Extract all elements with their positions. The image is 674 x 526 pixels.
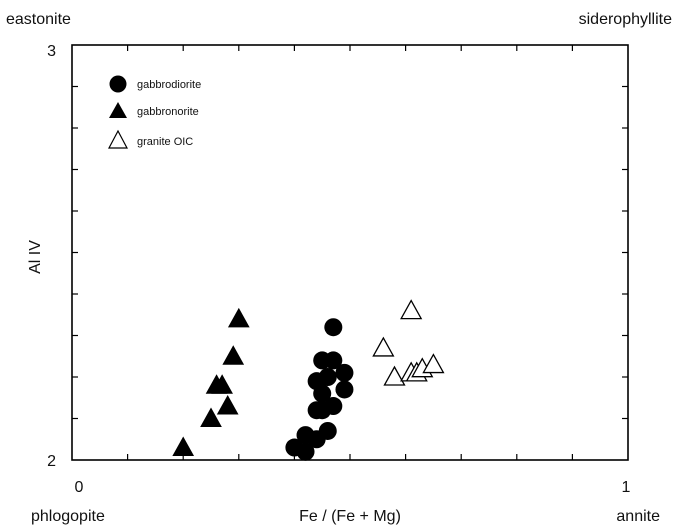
y-tick-label-top: 3	[47, 43, 56, 60]
x-tick-label-left: 0	[75, 479, 84, 496]
corner-label-bottom-left: phlogopite	[31, 508, 105, 525]
legend: gabbrodiorite gabbronorite granite OIC	[108, 75, 201, 149]
point-gabbrodiorite-7	[313, 384, 332, 403]
legend-label-granite-oic: granite OIC	[137, 136, 193, 148]
point-granite-oic-0	[400, 299, 423, 320]
point-gabbrodiorite-2	[324, 351, 343, 370]
point-gabbrodiorite-5	[318, 368, 337, 386]
point-gabbronorite-0	[227, 307, 250, 328]
corner-label-top-right: siderophyllite	[579, 11, 672, 28]
legend-label-gabbronorite: gabbronorite	[137, 106, 199, 118]
data-markers	[172, 299, 445, 461]
corner-label-bottom-right: annite	[616, 508, 660, 525]
point-granite-oic-2	[383, 365, 406, 386]
legend-marker-granite-oic	[108, 129, 128, 149]
legend-marker-gabbrodiorite	[109, 75, 127, 93]
point-granite-oic-6	[422, 353, 445, 374]
point-gabbronorite-6	[172, 436, 195, 457]
x-tick-label-right: 1	[622, 479, 631, 496]
point-gabbrodiorite-10	[313, 401, 332, 420]
corner-label-top-left: eastonite	[6, 11, 71, 28]
point-gabbrodiorite-6	[335, 380, 354, 399]
point-gabbronorite-1	[222, 345, 245, 365]
tick-marks	[72, 45, 628, 460]
y-axis-label: Al IV	[27, 240, 44, 274]
point-gabbrodiorite-15	[296, 442, 315, 461]
point-granite-oic-1	[372, 336, 395, 357]
point-gabbronorite-3	[205, 374, 228, 394]
point-gabbronorite-4	[216, 395, 239, 415]
point-gabbrodiorite-13	[307, 430, 326, 449]
y-tick-label-bottom: 2	[47, 453, 56, 470]
point-gabbrodiorite-3	[335, 363, 354, 382]
x-axis-label: Fe / (Fe + Mg)	[299, 508, 401, 525]
point-gabbrodiorite-0	[324, 318, 343, 337]
legend-label-gabbrodiorite: gabbrodiorite	[137, 79, 201, 91]
point-gabbronorite-5	[200, 407, 222, 427]
legend-marker-gabbronorite	[109, 102, 127, 118]
